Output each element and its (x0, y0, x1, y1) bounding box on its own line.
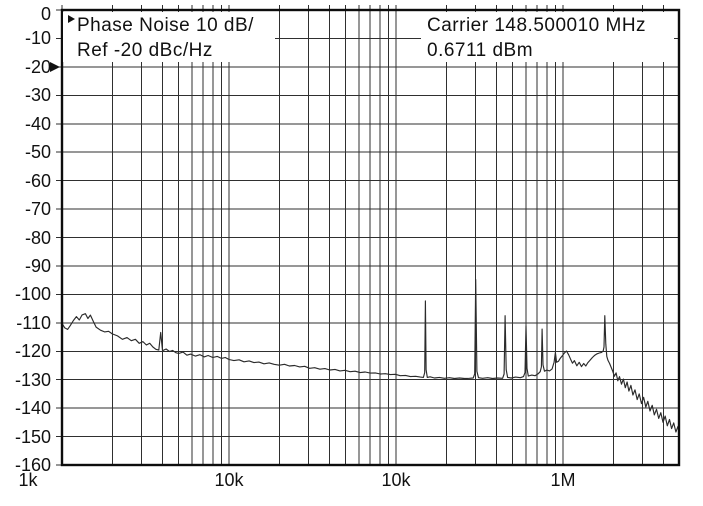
ref-level-label: Ref -20 dBc/Hz (77, 40, 213, 61)
y-tick-label: -100 (14, 284, 51, 305)
trace-marker-icon (68, 15, 75, 23)
y-tick-label: -110 (16, 312, 51, 333)
y-tick-label: -70 (24, 199, 51, 220)
phase-noise-scale-label: Phase Noise 10 dB/ (77, 15, 254, 36)
y-tick-label: -80 (24, 227, 51, 248)
carrier-info-box: Carrier 148.500010 MHz 0.6711 dBm (421, 12, 674, 62)
y-tick-label: -120 (14, 341, 51, 362)
y-tick-label: -90 (24, 255, 51, 276)
y-tick-label: -140 (14, 398, 51, 419)
y-tick-label: -60 (24, 170, 51, 191)
y-tick-label: -130 (14, 369, 51, 390)
y-tick-label: -160 (14, 455, 51, 475)
x-tick-label: 10k (381, 470, 411, 490)
y-tick-label: -40 (24, 113, 51, 134)
carrier-frequency-label: Carrier 148.500010 MHz (427, 15, 647, 36)
y-tick-label: -50 (24, 142, 51, 163)
x-tick-label: 1k (18, 470, 38, 490)
ref-level-marker-icon (50, 62, 60, 72)
carrier-power-label: 0.6711 dBm (427, 40, 534, 61)
y-tick-label: 0 (40, 4, 51, 24)
y-tick-label: -30 (24, 85, 51, 106)
x-tick-label: 1M (550, 470, 576, 490)
trace-settings-box: Phase Noise 10 dB/ Ref -20 dBc/Hz (63, 12, 275, 62)
x-tick-label: 10k (214, 470, 244, 490)
y-tick-label: -150 (14, 426, 51, 447)
y-tick-label: -20 (24, 56, 51, 77)
y-tick-label: -10 (24, 28, 51, 49)
